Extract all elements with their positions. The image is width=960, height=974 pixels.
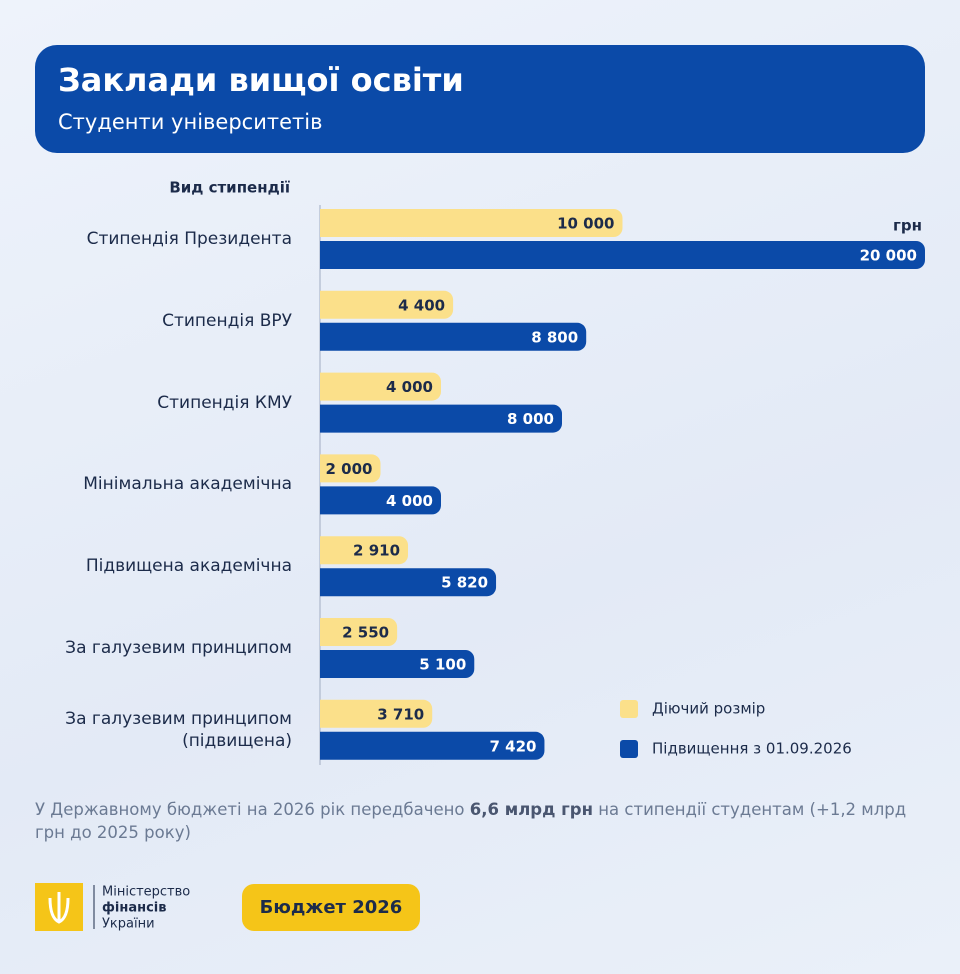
bar (320, 209, 623, 237)
logo-trident (48, 892, 70, 924)
bar (320, 699, 433, 728)
legend-swatch (620, 700, 638, 718)
value-label: 4 000 (386, 492, 433, 510)
value-label: 5 820 (441, 574, 488, 592)
category-label: За галузевим принципом (65, 638, 292, 658)
badge (242, 884, 420, 931)
header-box (35, 45, 925, 153)
footnote-text: на стипендії студентам (+1,2 млрд грн до… (35, 800, 907, 842)
footnote: У Державному бюджеті на 2026 рік передба… (35, 798, 915, 844)
unit-label: грн (893, 217, 922, 235)
bar (320, 241, 925, 269)
category-label: За галузевим принципом (підвищена) (65, 708, 292, 751)
bar (320, 731, 545, 760)
bar (320, 404, 562, 433)
bar (320, 322, 587, 351)
ministry-text: України (102, 917, 155, 932)
value-label: 8 800 (531, 328, 578, 346)
bar (320, 372, 441, 401)
bar (320, 568, 497, 597)
footnote-text: У Державному бюджеті на 2026 рік передба… (35, 800, 470, 819)
value-label: 8 000 (507, 410, 554, 428)
bar (320, 650, 475, 678)
value-label: 5 100 (419, 656, 466, 674)
bar (320, 618, 398, 646)
value-label: 10 000 (557, 215, 614, 233)
bar (320, 486, 441, 515)
title: Заклади вищої освіти (58, 61, 464, 99)
category-label: Мінімальна академічна (83, 474, 292, 495)
bar (320, 290, 454, 319)
ministry-text: Міністерство (102, 885, 190, 900)
value-label: 2 000 (326, 460, 373, 478)
logo: Міністерство фінансів України (35, 883, 190, 932)
axis-label: Вид стипендії (169, 179, 290, 197)
value-label: 2 910 (353, 542, 400, 560)
ministry-text: фінансів (102, 901, 166, 916)
value-label: 4 400 (398, 296, 445, 314)
subtitle: Студенти університетів (58, 110, 322, 134)
value-label: 7 420 (489, 737, 536, 755)
category-label: Стипендія Президента (86, 229, 292, 249)
value-label: 3 710 (377, 705, 424, 723)
footnote-bold: 6,6 млрд грн (469, 800, 593, 819)
badge-text: Бюджет 2026 (260, 897, 403, 918)
value-label: 2 550 (342, 624, 389, 642)
bar (320, 536, 409, 565)
value-label: 4 000 (386, 378, 433, 396)
category-label: Стипендія КМУ (157, 392, 292, 413)
legend-label: Діючий розмір (652, 700, 765, 718)
value-label: 20 000 (860, 247, 917, 265)
legend-swatch (620, 740, 638, 758)
bar (320, 454, 381, 483)
category-label: Підвищена академічна (85, 556, 292, 577)
category-label: Стипендія ВРУ (162, 310, 292, 331)
legend-label: Підвищення з 01.09.2026 (652, 740, 852, 758)
